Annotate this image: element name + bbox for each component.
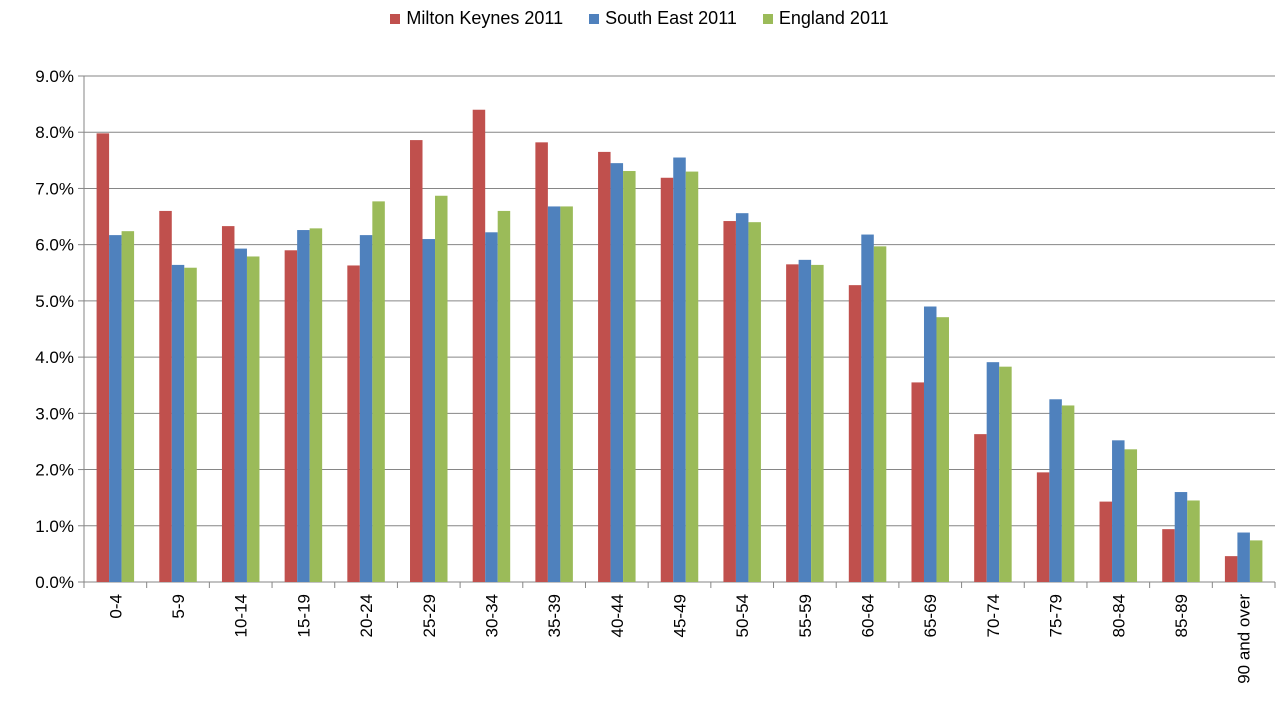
bar bbox=[410, 140, 423, 583]
x-tick-label: 5-9 bbox=[169, 594, 188, 619]
bar bbox=[1112, 440, 1125, 582]
bar bbox=[1174, 492, 1188, 582]
x-tick-label: 45-49 bbox=[671, 594, 690, 637]
x-tick-label: 60-64 bbox=[859, 594, 878, 637]
y-tick-label: 1.0% bbox=[35, 517, 74, 536]
legend-swatch bbox=[589, 13, 600, 24]
bar bbox=[171, 264, 185, 582]
bar bbox=[422, 239, 436, 583]
bar bbox=[1249, 540, 1263, 582]
bar bbox=[974, 434, 987, 582]
bar bbox=[497, 210, 511, 582]
y-tick-label: 7.0% bbox=[35, 179, 74, 198]
legend-label: Milton Keynes 2011 bbox=[406, 8, 564, 28]
bar bbox=[221, 226, 235, 582]
x-tick-label: 85-89 bbox=[1172, 594, 1191, 637]
bar bbox=[109, 235, 122, 582]
bar bbox=[911, 382, 924, 582]
bar bbox=[535, 142, 548, 582]
legend-swatch bbox=[390, 13, 401, 24]
bar bbox=[96, 133, 110, 582]
x-tick-label: 50-54 bbox=[733, 594, 752, 637]
y-tick-label: 6.0% bbox=[35, 236, 74, 255]
bar bbox=[610, 163, 624, 582]
y-tick-label: 5.0% bbox=[35, 292, 74, 311]
bar bbox=[159, 210, 172, 582]
bar bbox=[485, 232, 498, 582]
legend-item-milton-keynes: Milton Keynes 2011 bbox=[390, 8, 563, 29]
x-tick-label: 30-34 bbox=[482, 594, 501, 637]
bar bbox=[848, 285, 862, 582]
bar bbox=[811, 264, 824, 582]
bar bbox=[748, 222, 761, 582]
bar bbox=[873, 246, 887, 582]
x-tick-label: 90 and over bbox=[1235, 594, 1254, 684]
bar bbox=[1061, 405, 1075, 582]
bar bbox=[246, 256, 260, 582]
bar bbox=[1187, 500, 1200, 582]
bar bbox=[184, 267, 197, 582]
bar bbox=[1036, 472, 1050, 582]
bar bbox=[936, 317, 949, 582]
bar bbox=[735, 213, 749, 582]
legend-label: England 2011 bbox=[778, 8, 889, 28]
x-tick-label: 0-4 bbox=[106, 594, 125, 619]
bar bbox=[284, 250, 298, 583]
legend-label: South East 2011 bbox=[605, 8, 737, 28]
bar bbox=[1099, 501, 1113, 582]
bar bbox=[234, 248, 247, 582]
bar bbox=[309, 228, 323, 582]
x-tick-label: 75-79 bbox=[1047, 594, 1066, 637]
x-tick-label: 15-19 bbox=[294, 594, 313, 637]
bar bbox=[1162, 529, 1175, 582]
legend-item-england: England 2011 bbox=[762, 8, 889, 29]
bar bbox=[1237, 532, 1250, 582]
bar bbox=[435, 195, 448, 582]
bar bbox=[372, 201, 385, 582]
bar bbox=[986, 362, 1000, 582]
bar bbox=[472, 109, 486, 582]
bar bbox=[121, 231, 135, 582]
legend: Milton Keynes 2011 South East 2011 Engla… bbox=[0, 8, 1279, 29]
bar bbox=[999, 366, 1012, 582]
bar bbox=[1049, 399, 1062, 582]
bar bbox=[297, 230, 310, 582]
legend-swatch bbox=[762, 13, 773, 24]
bar bbox=[560, 206, 573, 583]
x-tick-label: 40-44 bbox=[608, 594, 627, 637]
y-tick-label: 4.0% bbox=[35, 348, 74, 367]
bar bbox=[359, 235, 373, 582]
bar bbox=[673, 157, 686, 582]
bar bbox=[598, 151, 611, 582]
bar bbox=[347, 265, 360, 582]
x-tick-label: 80-84 bbox=[1109, 594, 1128, 637]
x-tick-label: 35-39 bbox=[545, 594, 564, 637]
bar bbox=[1124, 449, 1138, 582]
x-tick-label: 55-59 bbox=[796, 594, 815, 637]
x-tick-label: 20-24 bbox=[357, 594, 376, 637]
bar bbox=[623, 171, 636, 582]
x-tick-label: 65-69 bbox=[921, 594, 940, 637]
y-tick-label: 2.0% bbox=[35, 461, 74, 480]
bar bbox=[1224, 556, 1238, 582]
x-tick-label: 70-74 bbox=[984, 594, 1003, 637]
y-tick-label: 8.0% bbox=[35, 123, 74, 142]
bar bbox=[547, 206, 561, 583]
bar bbox=[786, 264, 799, 582]
bar bbox=[861, 234, 874, 582]
bar bbox=[660, 177, 674, 583]
x-tick-label: 25-29 bbox=[420, 594, 439, 637]
y-tick-label: 0.0% bbox=[35, 573, 74, 592]
x-tick-label: 10-14 bbox=[232, 594, 251, 637]
bar bbox=[723, 221, 736, 582]
y-tick-label: 3.0% bbox=[35, 404, 74, 423]
bar bbox=[923, 306, 937, 582]
legend-item-south-east: South East 2011 bbox=[589, 8, 737, 29]
y-tick-label: 9.0% bbox=[35, 67, 74, 86]
bar bbox=[798, 259, 812, 582]
bar bbox=[685, 171, 699, 583]
